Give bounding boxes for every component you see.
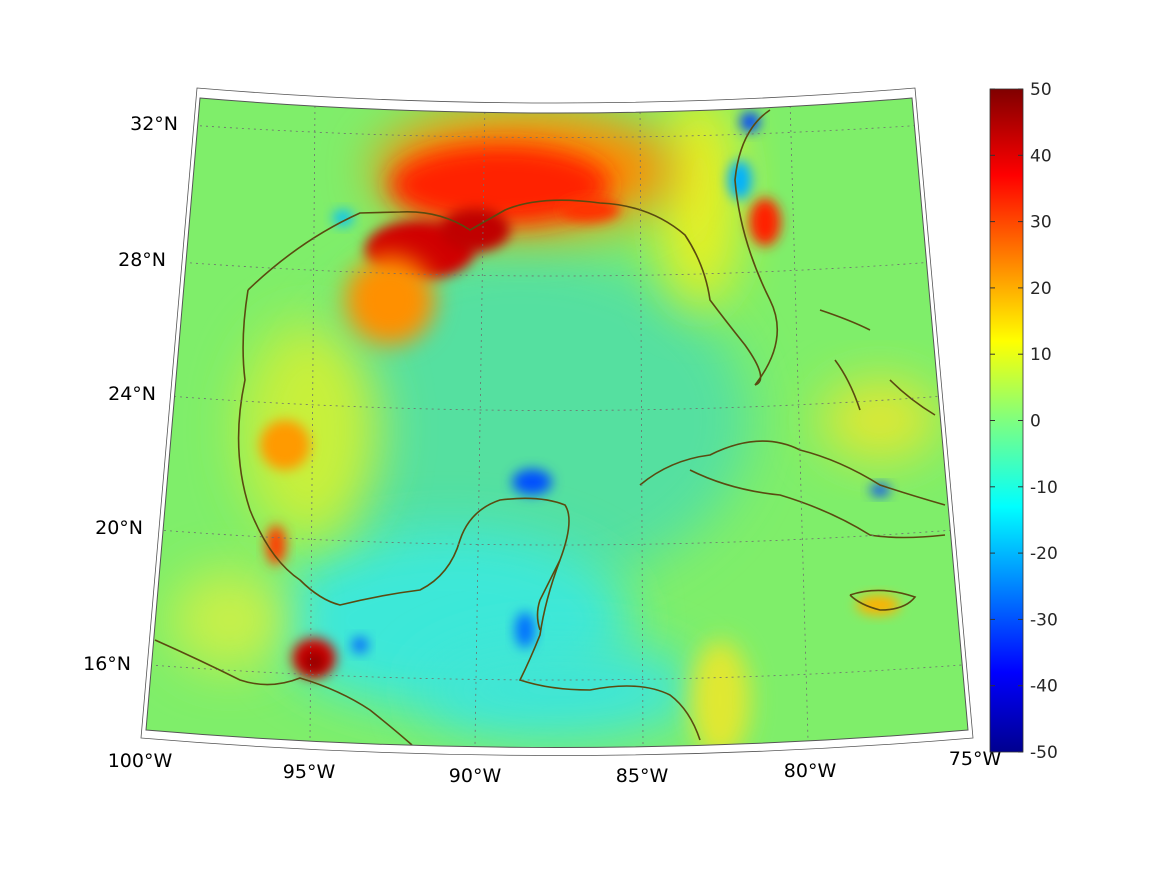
colorbar-tick-label: 10 <box>1030 345 1052 365</box>
cuba <box>639 440 946 506</box>
colorbar-tick-label: 20 <box>1030 279 1052 299</box>
colorbar-ticks: 50 40 30 20 10 0 -10 -20 -30 -40 -50 <box>990 80 1058 763</box>
map-frame-outer <box>140 87 974 756</box>
lon-label: 80°W <box>784 760 837 782</box>
latitude-labels: 32°N 28°N 24°N 20°N 16°N <box>83 113 178 675</box>
colorbar-tick-label: -40 <box>1030 677 1058 697</box>
colorbar: 50 40 30 20 10 0 -10 -20 -30 -40 -50 <box>989 80 1058 763</box>
jamaica <box>849 589 917 611</box>
lat-label: 20°N <box>95 517 143 539</box>
colorbar-tick-label: -50 <box>1030 743 1058 763</box>
lat-label: 16°N <box>83 653 131 675</box>
lon-label: 100°W <box>108 750 173 772</box>
colorbar-tick-label: -10 <box>1030 478 1058 498</box>
colorbar-tick-label: 30 <box>1030 213 1052 233</box>
longitude-labels: 100°W 95°W 90°W 85°W 80°W 75°W <box>108 748 1002 787</box>
bahamas <box>819 309 936 416</box>
lat-label: 32°N <box>130 113 178 135</box>
colorbar-gradient <box>989 88 1024 753</box>
lon-label: 75°W <box>949 748 1002 770</box>
colorbar-tick-label: 40 <box>1030 146 1052 166</box>
lon-label: 85°W <box>616 765 669 787</box>
yucatan-east <box>536 559 561 631</box>
colorbar-tick-label: 0 <box>1030 412 1041 432</box>
mexico-west-coast <box>237 289 701 741</box>
florida-east-coast <box>734 109 778 386</box>
graticule <box>149 99 963 746</box>
colorbar-tick-label: -30 <box>1030 610 1058 630</box>
cuba-south <box>689 469 946 539</box>
lat-label: 24°N <box>108 383 156 405</box>
lon-label: 95°W <box>283 761 336 783</box>
coastlines <box>154 109 946 746</box>
colorbar-tick-label: 50 <box>1030 80 1052 100</box>
colorbar-tick-label: -20 <box>1030 544 1058 564</box>
map-frame <box>145 97 969 748</box>
lat-label: 28°N <box>118 249 166 271</box>
map-field <box>146 98 968 748</box>
lon-label: 90°W <box>449 765 502 787</box>
gulf-coast-north <box>247 199 762 386</box>
pacific-coast <box>154 639 413 746</box>
